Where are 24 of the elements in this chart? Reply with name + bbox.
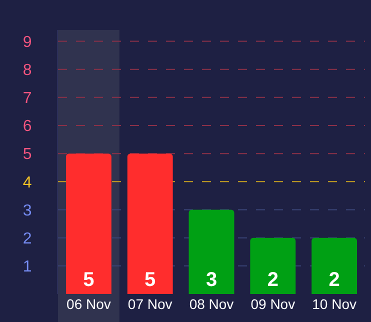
y-tick-label: 6 xyxy=(22,118,32,136)
bar xyxy=(312,238,358,294)
y-tick-label: 9 xyxy=(22,34,32,51)
y-tick-label: 2 xyxy=(22,230,32,248)
bar xyxy=(66,154,112,294)
y-tick-label: 1 xyxy=(22,258,32,276)
data-label: 2 xyxy=(328,269,340,291)
y-tick-label: 8 xyxy=(22,62,32,79)
x-tick-label: 06 Nov xyxy=(66,296,111,312)
bar xyxy=(250,238,296,294)
data-label: 3 xyxy=(206,269,218,291)
y-tick-label: 3 xyxy=(22,202,32,220)
x-tick-label: 10 Nov xyxy=(312,296,356,312)
bar xyxy=(188,210,234,294)
y-tick-label: 7 xyxy=(22,90,32,107)
bar xyxy=(127,154,173,294)
x-tick-label: 08 Nov xyxy=(189,296,234,312)
data-label: 2 xyxy=(267,269,278,291)
data-label: 5 xyxy=(83,269,94,291)
x-tick-label: 07 Nov xyxy=(128,296,172,312)
data-label: 5 xyxy=(144,269,156,291)
y-tick-label: 4 xyxy=(22,174,32,192)
y-tick-label: 5 xyxy=(22,146,32,164)
x-tick-label: 09 Nov xyxy=(250,296,296,312)
